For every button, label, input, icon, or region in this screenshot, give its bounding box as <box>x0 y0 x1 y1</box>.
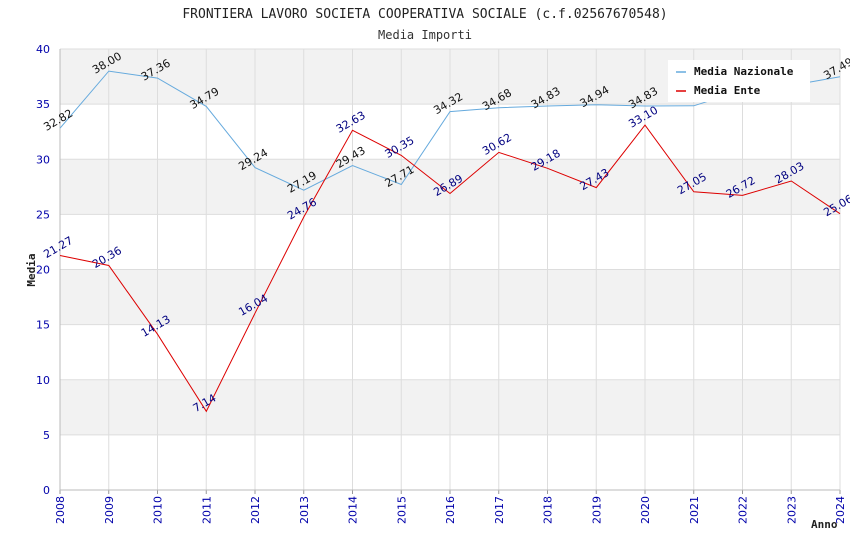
y-tick-label: 5 <box>43 429 50 442</box>
tick-labels: 0 5 10 15 20 25 30 35 40 2008 2009 2010 2011 2012 2013… <box>36 43 847 524</box>
x-tick-label: 2009 <box>103 496 116 524</box>
y-axis-label: Media <box>25 253 38 286</box>
y-tick-label: 15 <box>36 319 50 332</box>
y-tick-label: 35 <box>36 98 50 111</box>
x-tick-label: 2015 <box>395 496 408 524</box>
x-tick-label: 2020 <box>639 496 652 524</box>
x-tick-label: 2021 <box>688 496 701 524</box>
x-tick-label: 2012 <box>249 496 262 524</box>
y-tick-label: 10 <box>36 374 50 387</box>
x-tick-label: 2023 <box>785 496 798 524</box>
y-tick-label: 40 <box>36 43 50 56</box>
x-tick-label: 2024 <box>834 496 847 524</box>
x-tick-label: 2016 <box>444 496 457 524</box>
x-tick-label: 2010 <box>152 496 165 524</box>
y-tick-label: 30 <box>36 153 50 166</box>
y-tick-label: 0 <box>43 484 50 497</box>
legend: Media Nazionale Media Ente <box>668 60 810 102</box>
chart-subtitle: Media Importi <box>378 28 472 42</box>
y-tick-label: 20 <box>36 264 50 277</box>
x-tick-label: 2014 <box>347 496 360 524</box>
x-axis-label: Anno <box>811 518 838 531</box>
legend-label-media-ente: Media Ente <box>694 84 761 97</box>
y-tick-label: 25 <box>36 208 50 221</box>
chart-title: FRONTIERA LAVORO SOCIETA COOPERATIVA SOC… <box>182 7 667 22</box>
legend-label-media-nazionale: Media Nazionale <box>694 65 794 78</box>
series-line-media-ente <box>59 124 841 413</box>
x-tick-label: 2017 <box>493 496 506 524</box>
legend-box <box>668 60 810 102</box>
x-tick-label: 2022 <box>737 496 750 524</box>
axes <box>59 49 841 494</box>
x-tick-label: 2011 <box>200 496 213 524</box>
x-tick-label: 2013 <box>298 496 311 524</box>
x-tick-label: 2019 <box>590 496 603 524</box>
x-tick-label: 2018 <box>542 496 555 524</box>
x-tick-label: 2008 <box>54 496 67 524</box>
